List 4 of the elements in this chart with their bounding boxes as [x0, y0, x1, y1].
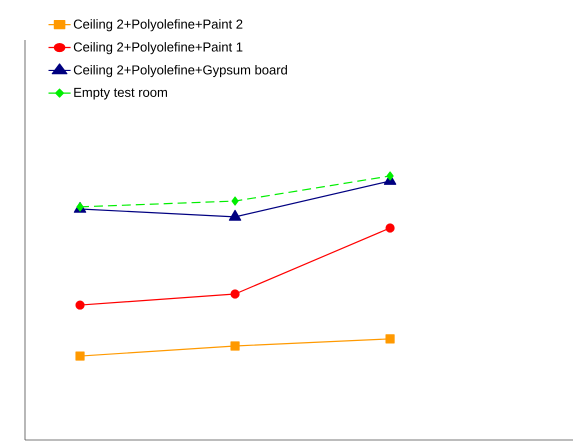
legend-label: Ceiling 2+Polyolefine+Paint 1: [74, 42, 242, 54]
legend-label: Empty test room: [74, 88, 167, 100]
legend-label: Ceiling 2+Polyolefine+Paint 2: [74, 19, 242, 32]
legend-label: Ceiling 2+Polyolefine+Gypsum board: [74, 64, 287, 78]
